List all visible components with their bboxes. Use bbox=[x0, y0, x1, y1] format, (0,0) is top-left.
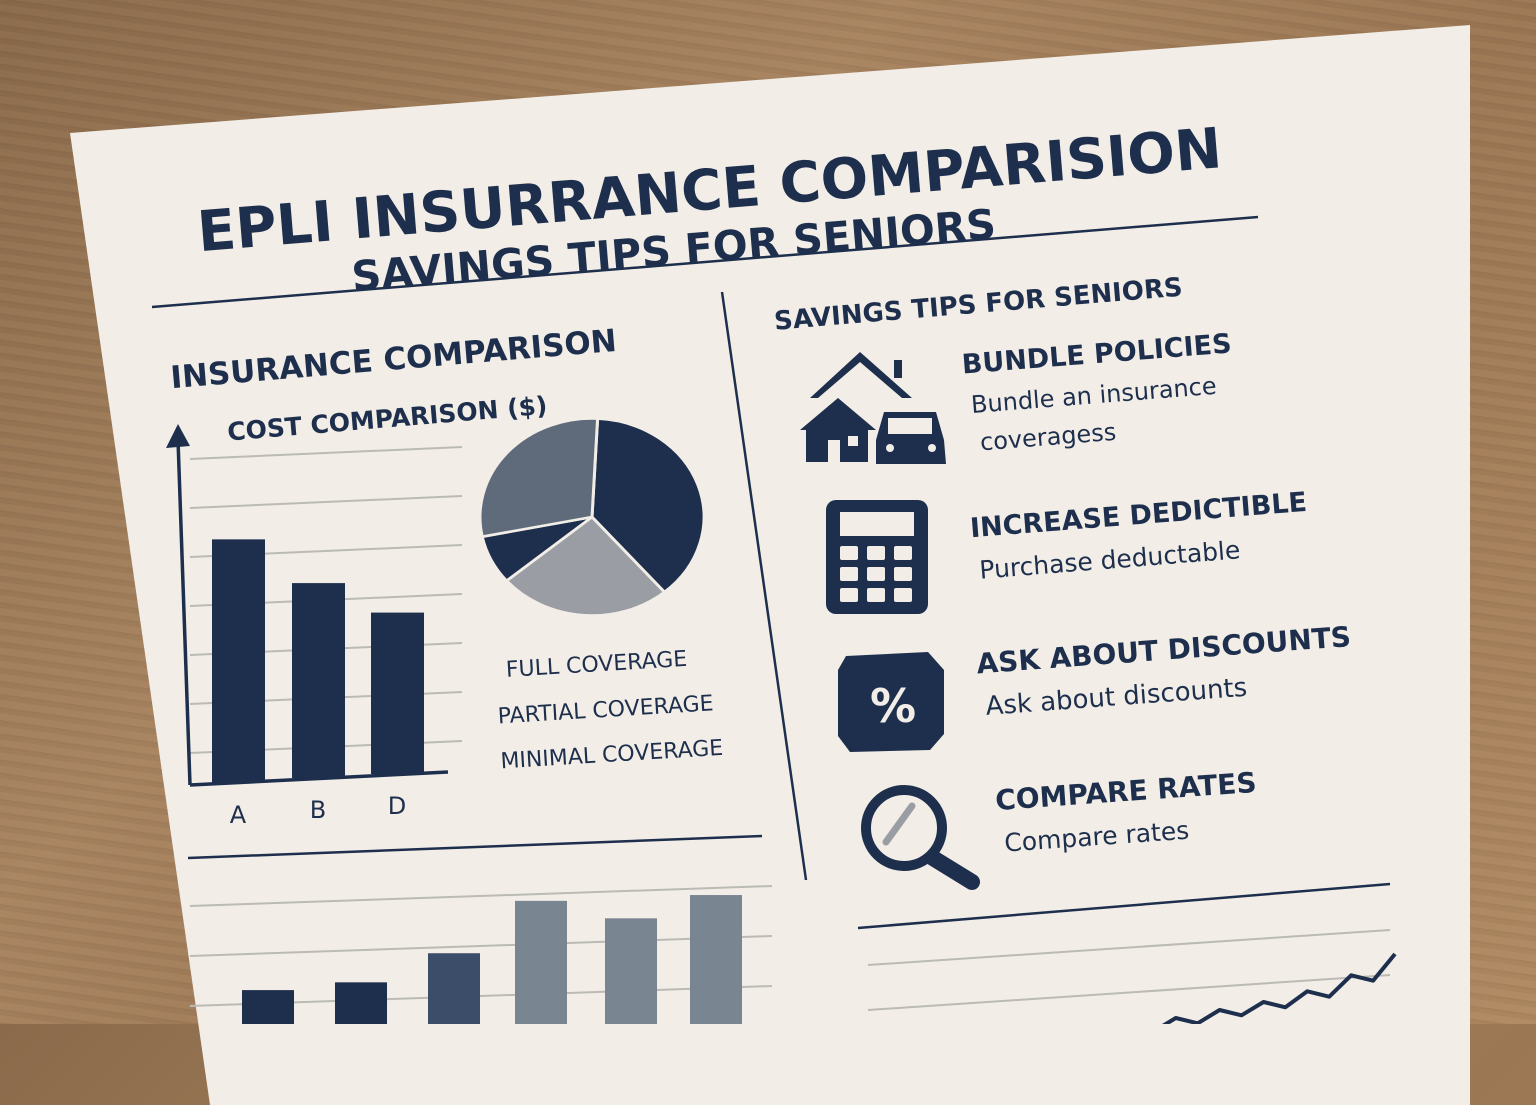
bottom-bar bbox=[242, 990, 294, 1024]
bar-b bbox=[292, 583, 345, 778]
tip-compare-desc: Compare rates bbox=[1003, 816, 1190, 858]
calculator-key bbox=[840, 567, 858, 581]
poster-content: EPLI INSURRANCE COMPARISION SAVINGS TIPS… bbox=[151, 116, 1397, 1024]
bar-a bbox=[212, 539, 265, 783]
gridline bbox=[189, 935, 773, 957]
pie-slice-partial-coverage bbox=[504, 515, 667, 617]
trend-line-chart bbox=[867, 929, 1397, 1024]
insurance-comparison-heading: INSURANCE COMPARISON bbox=[169, 323, 618, 396]
percent-tag-icon: % bbox=[838, 652, 944, 752]
bar-label-b: B bbox=[310, 796, 326, 824]
calculator-key bbox=[867, 546, 885, 560]
calculator-key bbox=[840, 546, 858, 560]
bottom-left-divider bbox=[187, 834, 763, 860]
tip-bundle-desc-line2: coveragess bbox=[979, 418, 1117, 457]
calculator-key bbox=[867, 567, 885, 581]
gridline bbox=[189, 446, 463, 460]
cost-comparison-subheading: COST COMPARISON ($) bbox=[226, 391, 548, 447]
calculator-key bbox=[894, 546, 912, 560]
gridline bbox=[189, 495, 463, 509]
bottom-right-divider bbox=[857, 882, 1391, 930]
bottom-bar bbox=[690, 895, 742, 1024]
house-car-icon bbox=[800, 352, 946, 464]
legend-full-coverage: FULL COVERAGE bbox=[505, 647, 688, 683]
tip-discounts-title: ASK ABOUT DISCOUNTS bbox=[975, 620, 1352, 680]
tip-deductible-desc: Purchase deductable bbox=[978, 535, 1241, 584]
bottom-bar bbox=[428, 953, 480, 1024]
legend-partial-coverage: PARTIAL COVERAGE bbox=[497, 691, 714, 729]
magnifier-icon bbox=[861, 785, 980, 890]
legend-minimal-coverage: MINIMAL COVERAGE bbox=[500, 736, 724, 775]
savings-tips-heading: SAVINGS TIPS FOR SENIORS bbox=[773, 273, 1184, 337]
tip-discounts-desc: Ask about discounts bbox=[985, 673, 1249, 722]
bottom-bar bbox=[515, 900, 567, 1024]
bar-label-d: D bbox=[388, 792, 406, 820]
pie-slice-minimal-coverage bbox=[478, 417, 600, 539]
calculator-key bbox=[894, 567, 912, 581]
poster-sheet bbox=[70, 25, 1470, 1105]
center-divider bbox=[720, 291, 808, 881]
pie-slice-full-coverage bbox=[590, 417, 706, 594]
y-axis bbox=[176, 439, 192, 786]
gridline bbox=[867, 974, 1391, 1011]
coverage-pie-chart bbox=[478, 417, 706, 617]
bottom-bar-chart bbox=[189, 885, 773, 1024]
bar-d bbox=[371, 612, 424, 774]
tip-deductible-title: INCREASE DEDICTIBLE bbox=[969, 487, 1308, 544]
gridline bbox=[867, 929, 1391, 966]
calculator-key bbox=[894, 588, 912, 602]
bar-label-a: A bbox=[230, 801, 247, 829]
header-divider bbox=[151, 215, 1259, 309]
calculator-key bbox=[867, 588, 885, 602]
tip-bundle-desc-line1: Bundle an insurance bbox=[970, 372, 1218, 419]
trend-line bbox=[1131, 952, 1397, 1024]
tip-compare-title: COMPARE RATES bbox=[994, 766, 1257, 817]
bottom-bar bbox=[335, 982, 387, 1024]
svg-text:%: % bbox=[870, 679, 916, 733]
calculator-key bbox=[840, 588, 858, 602]
bottom-bar bbox=[605, 918, 657, 1024]
gridline bbox=[189, 885, 773, 907]
y-axis-arrow-icon bbox=[166, 424, 190, 448]
calculator-icon bbox=[826, 500, 928, 614]
